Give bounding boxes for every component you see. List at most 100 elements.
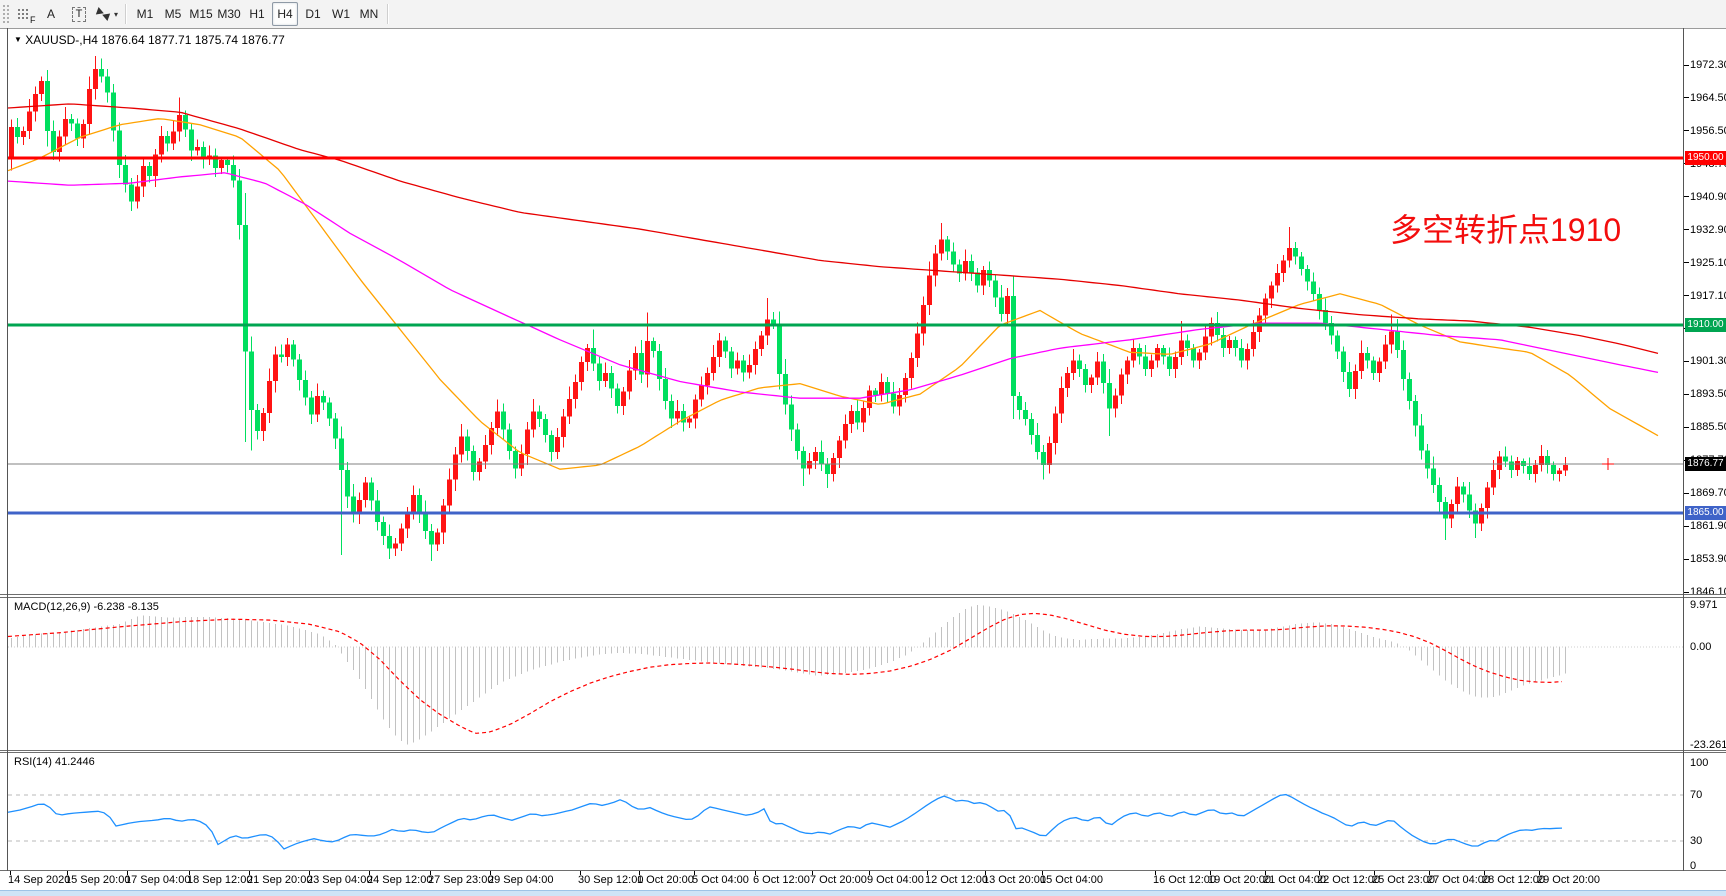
time-tick-label: 5 Oct 04:00: [692, 874, 749, 886]
time-tick-mark: [67, 871, 68, 875]
time-tick-label: 24 Sep 12:00: [367, 874, 433, 886]
price-tick-mark: [1684, 426, 1689, 428]
time-tick-mark: [985, 871, 986, 875]
price-tick-mark: [1684, 393, 1689, 395]
price-tick-label: 1956.50: [1690, 124, 1726, 137]
time-tick-mark: [755, 871, 756, 875]
text-label-button[interactable]: A: [38, 2, 64, 26]
price-tick-label: 1940.90: [1690, 190, 1726, 203]
time-tick-label: 27 Oct 04:00: [1427, 874, 1490, 886]
grid-icon: F: [16, 7, 36, 25]
rsi-tick-label: 100: [1690, 757, 1709, 769]
macd-indicator-chart[interactable]: [8, 597, 1683, 750]
window-bottom-strip: [0, 890, 1726, 896]
panel-separator[interactable]: [0, 594, 1726, 595]
price-tick-mark: [1684, 64, 1689, 66]
timeframe-button-m1[interactable]: M1: [136, 7, 154, 21]
chevron-down-icon: ▾: [113, 9, 118, 19]
plot-right-border: [1683, 28, 1684, 871]
template-grid-button[interactable]: F: [10, 2, 36, 26]
time-tick-mark: [1210, 871, 1211, 875]
price-tick-label: 1869.70: [1690, 487, 1726, 500]
price-tick-label: 1901.30: [1690, 355, 1726, 368]
time-tick-mark: [249, 871, 250, 875]
panel-separator[interactable]: [0, 750, 1726, 751]
rsi-tick-label: 30: [1690, 835, 1703, 847]
time-tick-mark: [10, 871, 11, 875]
time-tick-mark: [1319, 871, 1320, 875]
price-tick-mark: [1684, 492, 1689, 494]
price-tick-mark: [1684, 130, 1689, 132]
price-badge: 1865.00: [1685, 506, 1726, 521]
time-tick-label: 21 Oct 04:00: [1263, 874, 1326, 886]
macd-tick-label: 0.00: [1690, 641, 1712, 653]
price-tick-label: 1885.50: [1690, 421, 1726, 434]
time-axis-line: [0, 870, 1726, 871]
time-tick-label: 25 Oct 23:00: [1372, 874, 1435, 886]
time-tick-label: 6 Oct 12:00: [753, 874, 810, 886]
time-tick-mark: [927, 871, 928, 875]
main-price-chart[interactable]: [8, 28, 1683, 594]
time-tick-label: 22 Oct 12:00: [1317, 874, 1380, 886]
time-tick-mark: [127, 871, 128, 875]
price-tick-mark: [1684, 591, 1689, 593]
time-tick-label: 21 Sep 20:00: [247, 874, 313, 886]
time-tick-label: 23 Sep 04:00: [307, 874, 373, 886]
time-tick-mark: [309, 871, 310, 875]
timeframe-button-m30[interactable]: M30: [217, 7, 241, 21]
time-tick-mark: [1484, 871, 1485, 875]
panel-separator[interactable]: [0, 752, 1726, 753]
time-tick-mark: [1042, 871, 1043, 875]
time-tick-label: 29 Sep 04:00: [488, 874, 554, 886]
price-tick-mark: [1684, 558, 1689, 560]
time-tick-mark: [189, 871, 190, 875]
symbol-ohlc-title[interactable]: ▼ XAUUSD-,H4 1876.64 1877.71 1875.74 187…: [14, 33, 285, 47]
rsi-indicator-chart[interactable]: [8, 752, 1683, 870]
price-tick-mark: [1684, 262, 1689, 264]
time-tick-mark: [430, 871, 431, 875]
rsi-tick-label: 0: [1690, 860, 1697, 872]
timeframe-button-d1[interactable]: D1: [305, 7, 321, 21]
price-tick-label: 1917.10: [1690, 289, 1726, 302]
price-badge: 1876.77: [1685, 456, 1726, 471]
chart-annotation-text[interactable]: 多空转折点1910: [1390, 212, 1622, 248]
timeframe-button-h4[interactable]: H4: [272, 2, 298, 26]
price-tick-mark: [1684, 360, 1689, 362]
price-tick-mark: [1684, 97, 1689, 99]
time-tick-label: 16 Oct 12:00: [1153, 874, 1216, 886]
toolbar: F A T ▾ M1 M5 M15 M30 H1 H4 D1 W1 MN: [0, 0, 1726, 29]
time-tick-label: 13 Oct 20:00: [983, 874, 1046, 886]
rsi-tick-label: 70: [1690, 789, 1703, 801]
time-tick-label: 29 Oct 20:00: [1537, 874, 1600, 886]
time-tick-label: 17 Sep 04:00: [125, 874, 191, 886]
text-box-button[interactable]: T: [66, 2, 92, 26]
rsi-label: RSI(14) 41.2446: [14, 756, 95, 768]
price-tick-label: 1972.30: [1690, 59, 1726, 71]
time-tick-mark: [1539, 871, 1540, 875]
toolbar-grip[interactable]: [2, 4, 9, 24]
time-tick-label: 15 Sep 20:00: [65, 874, 131, 886]
time-tick-mark: [1374, 871, 1375, 875]
time-tick-label: 19 Oct 20:00: [1208, 874, 1271, 886]
time-tick-label: 30 Sep 12:00: [578, 874, 644, 886]
macd-tick-label: -23.261: [1690, 738, 1726, 751]
time-tick-label: 9 Oct 04:00: [867, 874, 924, 886]
symbol-dropdown-icon[interactable]: ▼: [14, 35, 22, 44]
price-tick-mark: [1684, 295, 1689, 297]
macd-tick-label: 9.971: [1690, 598, 1718, 611]
panel-separator[interactable]: [0, 597, 1726, 598]
plot-left-border: [7, 28, 8, 871]
toolbar-separator: [387, 4, 389, 24]
timeframe-button-h1[interactable]: H1: [249, 7, 265, 21]
cursor-mode-button[interactable]: ▾: [94, 2, 120, 26]
timeframe-button-m15[interactable]: M15: [189, 7, 213, 21]
time-tick-mark: [580, 871, 581, 875]
timeframe-button-w1[interactable]: W1: [332, 7, 350, 21]
time-tick-mark: [639, 871, 640, 875]
time-tick-mark: [1265, 871, 1266, 875]
timeframe-button-mn[interactable]: MN: [359, 7, 379, 21]
time-tick-mark: [1155, 871, 1156, 875]
time-tick-label: 7 Oct 20:00: [810, 874, 867, 886]
time-tick-mark: [1429, 871, 1430, 875]
timeframe-button-m5[interactable]: M5: [164, 7, 182, 21]
